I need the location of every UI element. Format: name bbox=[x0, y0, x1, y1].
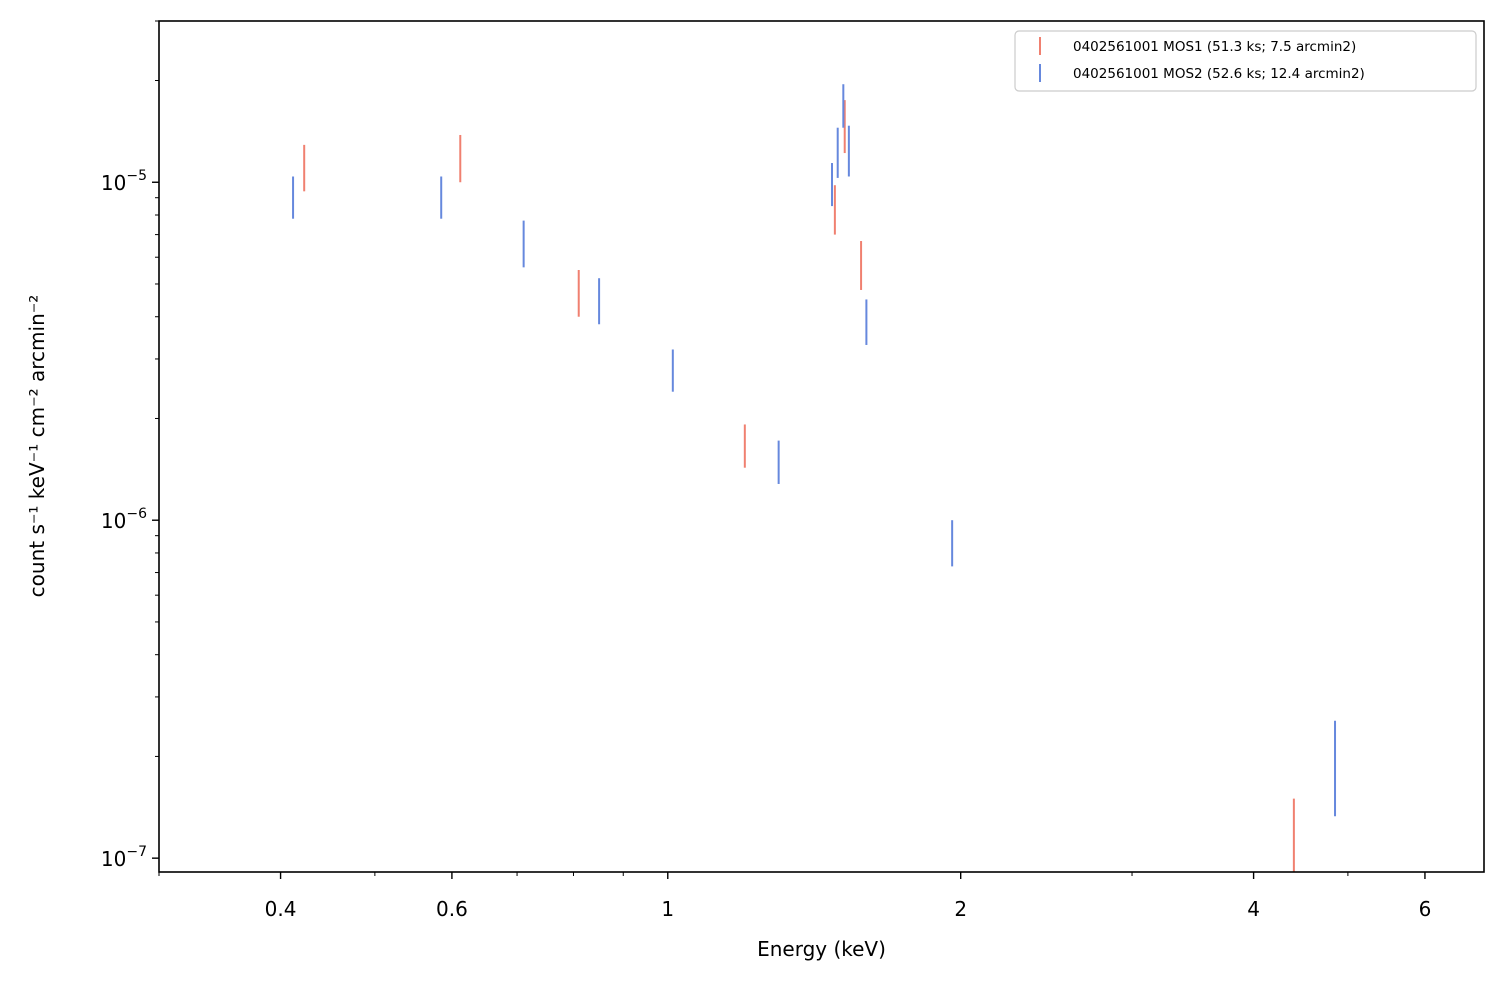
series-1 bbox=[303, 100, 1295, 872]
series-layer bbox=[292, 84, 1337, 872]
legend: 0402561001 MOS1 (51.3 ks; 7.5 arcmin2) 04… bbox=[1014, 30, 1477, 92]
x-tick-label: 0.6 bbox=[436, 897, 468, 921]
legend-label: 0402561001 MOS1 (51.3 ks; 7.5 arcmin2) bbox=[1073, 39, 1356, 55]
y-axis-label: count s⁻¹ keV⁻¹ cm⁻² arcmin⁻² bbox=[25, 295, 49, 598]
x-tick-label: 0.4 bbox=[265, 897, 297, 921]
plot-frame bbox=[158, 20, 1485, 873]
x-tick-label: 2 bbox=[954, 897, 967, 921]
legend-box bbox=[1014, 30, 1477, 92]
x-tick-label: 4 bbox=[1247, 897, 1260, 921]
legend-entry-2: 0402561001 MOS2 (52.6 ks; 12.4 arcmin2) bbox=[1039, 64, 1365, 82]
y-tick-label: 10−5 bbox=[101, 168, 147, 195]
legend-entry-1: 0402561001 MOS1 (51.3 ks; 7.5 arcmin2) bbox=[1039, 37, 1356, 55]
y-axis: 10−7 10−6 10−5 bbox=[101, 20, 159, 871]
y-tick-label: 10−6 bbox=[101, 506, 147, 533]
x-tick-label: 6 bbox=[1419, 897, 1432, 921]
legend-label: 0402561001 MOS2 (52.6 ks; 12.4 arcmin2) bbox=[1073, 66, 1365, 82]
x-axis-label: Energy (keV) bbox=[757, 937, 886, 961]
x-tick-label: 1 bbox=[661, 897, 674, 921]
x-axis: 0.4 0.6 1 2 4 6 bbox=[158, 872, 1432, 921]
series-2 bbox=[292, 84, 1337, 817]
y-tick-label: 10−7 bbox=[101, 844, 147, 871]
